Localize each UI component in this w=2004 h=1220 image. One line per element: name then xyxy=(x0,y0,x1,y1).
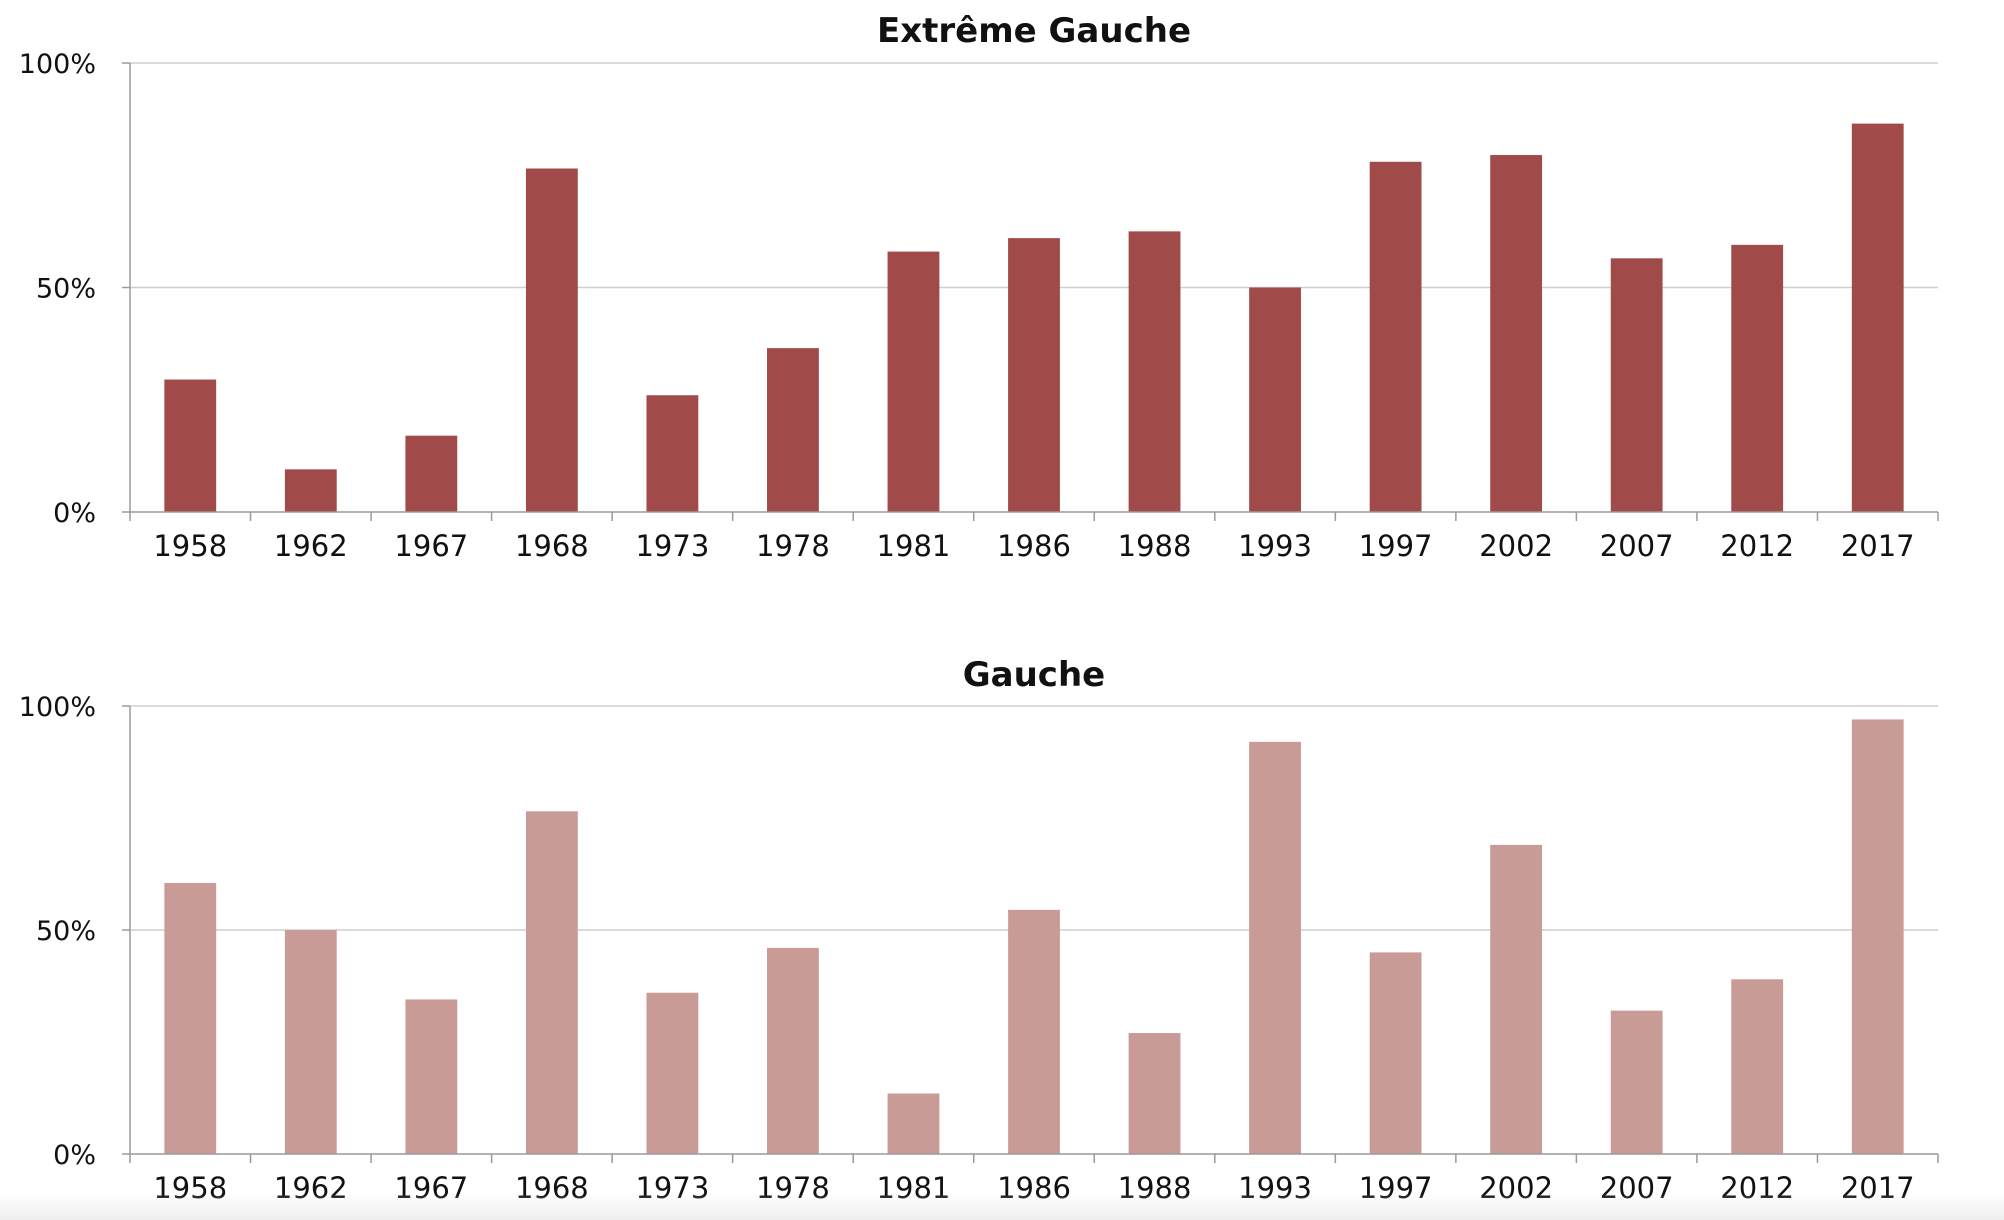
bar-2002 xyxy=(1490,155,1543,513)
y-tick-label: 100% xyxy=(19,692,96,723)
bar-1978 xyxy=(767,947,819,1154)
bar-1968 xyxy=(525,168,578,512)
x-tick-label: 1968 xyxy=(515,529,589,563)
bar-2007 xyxy=(1610,1010,1663,1154)
bar-1973 xyxy=(646,992,699,1154)
x-tick-label: 2002 xyxy=(1479,529,1553,563)
y-tick-label: 100% xyxy=(19,49,96,80)
bottom-fade xyxy=(0,1194,2004,1220)
x-tick-label: 2012 xyxy=(1720,529,1794,563)
bar-2002 xyxy=(1490,844,1543,1154)
x-tick-label: 1993 xyxy=(1238,529,1312,563)
bar-1993 xyxy=(1249,741,1301,1154)
bar-1997 xyxy=(1369,161,1422,512)
chart-panel-1: Extrême Gauche 0% 50% 100% 1958 1962 1967 1968 1… xyxy=(19,11,1939,563)
bar-1978 xyxy=(767,348,819,512)
bar-1986 xyxy=(1008,909,1060,1154)
x-tick-label: 1962 xyxy=(274,529,348,563)
chart-title: Gauche xyxy=(963,655,1105,695)
y-tick-label: 0% xyxy=(53,498,96,529)
x-tick-label: 1981 xyxy=(877,529,951,563)
bar-1962 xyxy=(284,930,337,1154)
bar-1988 xyxy=(1128,1033,1181,1154)
bar-1988 xyxy=(1128,231,1181,512)
y-tick-label: 0% xyxy=(53,1140,96,1171)
bar-1967 xyxy=(405,435,458,512)
bar-1986 xyxy=(1008,238,1060,513)
bar-1968 xyxy=(525,811,578,1154)
x-tick-label: 1973 xyxy=(635,529,709,563)
bar-1981 xyxy=(887,251,940,512)
bar-2012 xyxy=(1731,979,1784,1154)
x-tick-label: 1978 xyxy=(756,529,830,563)
bar-2007 xyxy=(1610,258,1663,512)
x-tick-label: 1967 xyxy=(394,529,468,563)
x-tick-label: 1958 xyxy=(153,529,227,563)
bar-1993 xyxy=(1249,287,1301,512)
bar-2017 xyxy=(1851,719,1904,1154)
bar-1981 xyxy=(887,1093,940,1154)
chart-title: Extrême Gauche xyxy=(877,11,1191,51)
bar-1997 xyxy=(1369,952,1422,1154)
bar-1958 xyxy=(164,882,217,1154)
bar-1958 xyxy=(164,379,217,512)
x-tick-label: 1988 xyxy=(1118,529,1192,563)
x-tick-label: 1997 xyxy=(1359,529,1433,563)
y-tick-label: 50% xyxy=(36,274,96,305)
x-tick-label: 2007 xyxy=(1600,529,1674,563)
bar-2017 xyxy=(1851,123,1904,513)
bar-2012 xyxy=(1731,244,1784,512)
bar-1967 xyxy=(405,999,458,1154)
x-tick-label: 2017 xyxy=(1841,529,1915,563)
x-tick-label: 1986 xyxy=(997,529,1071,563)
bar-1973 xyxy=(646,395,699,512)
y-tick-label: 50% xyxy=(36,916,96,947)
bar-1962 xyxy=(284,469,337,512)
